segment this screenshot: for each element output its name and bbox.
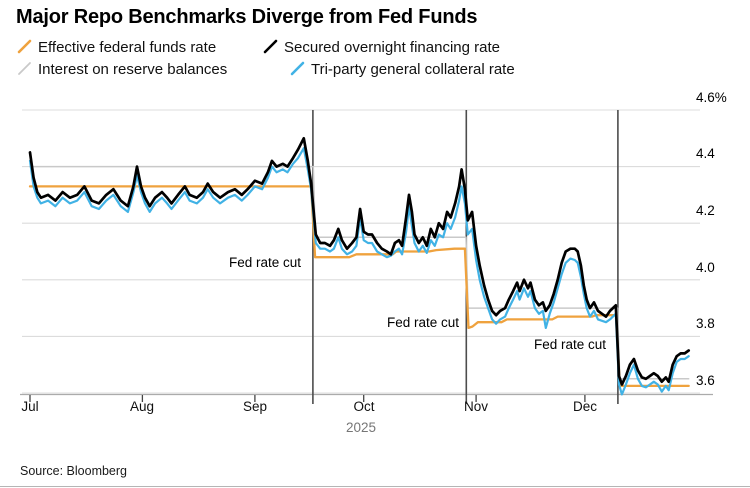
fed-rate-cut-annotation-3: Fed rate cut	[533, 337, 606, 352]
x-axis-label-aug: Aug	[129, 399, 155, 414]
x-axis-year-label: 2025	[345, 420, 377, 435]
legend-label-sofr: Secured overnight financing rate	[284, 38, 500, 56]
x-axis-label-nov: Nov	[463, 399, 488, 414]
fed-rate-cut-annotation-2: Fed rate cut	[386, 315, 459, 330]
legend-item-sofr: Secured overnight financing rate	[262, 38, 500, 56]
x-axis-label-jul: Jul	[21, 399, 39, 414]
x-axis-label-oct: Oct	[353, 399, 375, 414]
x-axis-label-sep: Sep	[242, 399, 268, 414]
legend-item-effr: Effective federal funds rate	[16, 38, 216, 56]
legend-item-iorb: Interest on reserve balances	[16, 60, 227, 78]
y-axis-label: 4.0	[696, 260, 715, 275]
black-slash-icon	[263, 39, 278, 54]
legend-label-iorb: Interest on reserve balances	[38, 60, 228, 78]
legend-label-effr: Effective federal funds rate	[38, 38, 217, 56]
y-axis-label: 4.2	[696, 203, 715, 218]
gray-slash-icon	[18, 62, 31, 75]
chart-canvas	[20, 109, 713, 404]
legend-label-gcr: Tri-party general collateral rate	[311, 60, 515, 78]
legend-item-gcr: Tri-party general collateral rate	[289, 60, 515, 78]
y-axis-label: 4.6%	[696, 90, 727, 105]
blue-slash-icon	[290, 61, 305, 76]
fed-rate-cut-annotation-1: Fed rate cut	[228, 255, 301, 270]
chart-title: Major Repo Benchmarks Diverge from Fed F…	[16, 6, 478, 28]
x-axis-label-dec: Dec	[572, 399, 597, 414]
y-axis-label: 3.8	[696, 316, 715, 331]
bottom-divider	[0, 486, 750, 487]
y-axis-label: 3.6	[696, 373, 715, 388]
orange-slash-icon	[17, 39, 32, 54]
y-axis-label: 4.4	[696, 146, 715, 161]
source-credit: Source: Bloomberg	[20, 464, 128, 478]
